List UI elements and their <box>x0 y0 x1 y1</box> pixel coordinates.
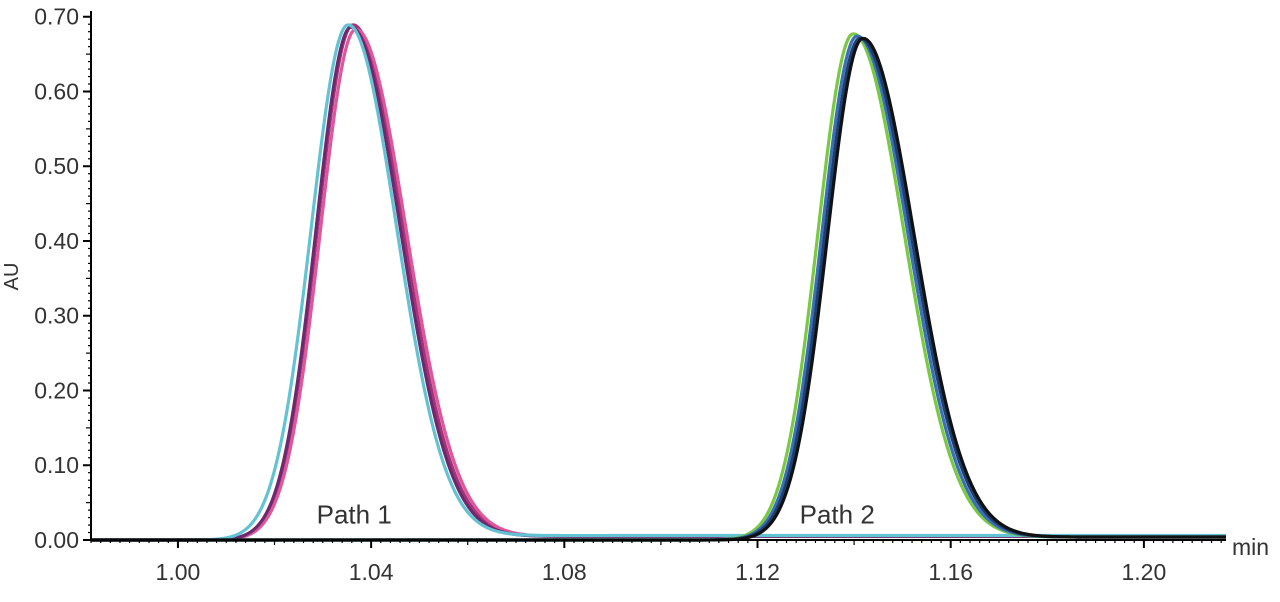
annotation-path-1: Path 1 <box>317 499 392 529</box>
y-tick-label-5: 0.50 <box>34 153 79 179</box>
trace-group <box>91 23 1226 542</box>
annotation-path-2: Path 2 <box>800 499 875 529</box>
x-axis-title: min <box>1232 534 1269 560</box>
axes-group: 0.00 0.10 0.20 0.30 0.40 0.50 0.60 0.70 1.00 1.04… <box>34 4 1226 585</box>
y-tick-label-2: 0.20 <box>34 377 79 403</box>
trace-line-2 <box>91 27 1226 542</box>
y-tick-label-0: 0.00 <box>34 527 79 553</box>
trace-line-5 <box>91 32 1226 542</box>
y-axis-title: AU <box>1 263 23 291</box>
y-tick-label-7: 0.70 <box>34 4 79 30</box>
y-tick-label-3: 0.30 <box>34 303 79 329</box>
y-tick-label-6: 0.60 <box>34 78 79 104</box>
y-tick-label-1: 0.10 <box>34 452 79 478</box>
trace-line-6 <box>91 34 1226 542</box>
annotation-group: Path 1 Path 2 <box>317 499 875 529</box>
x-tick-label-1: 1.04 <box>349 559 394 585</box>
x-tick-label-0: 1.00 <box>156 559 201 585</box>
x-tick-label-5: 1.20 <box>1122 559 1167 585</box>
y-tick-label-4: 0.40 <box>34 228 79 254</box>
x-tick-label-2: 1.08 <box>542 559 587 585</box>
trace-line-3 <box>91 25 1226 542</box>
trace-line-4 <box>91 23 1226 542</box>
trace-line-1 <box>91 23 1226 542</box>
x-tick-label-3: 1.12 <box>735 559 780 585</box>
x-tick-label-4: 1.16 <box>928 559 973 585</box>
trace-line-8 <box>91 36 1226 542</box>
trace-line-7 <box>91 36 1226 542</box>
